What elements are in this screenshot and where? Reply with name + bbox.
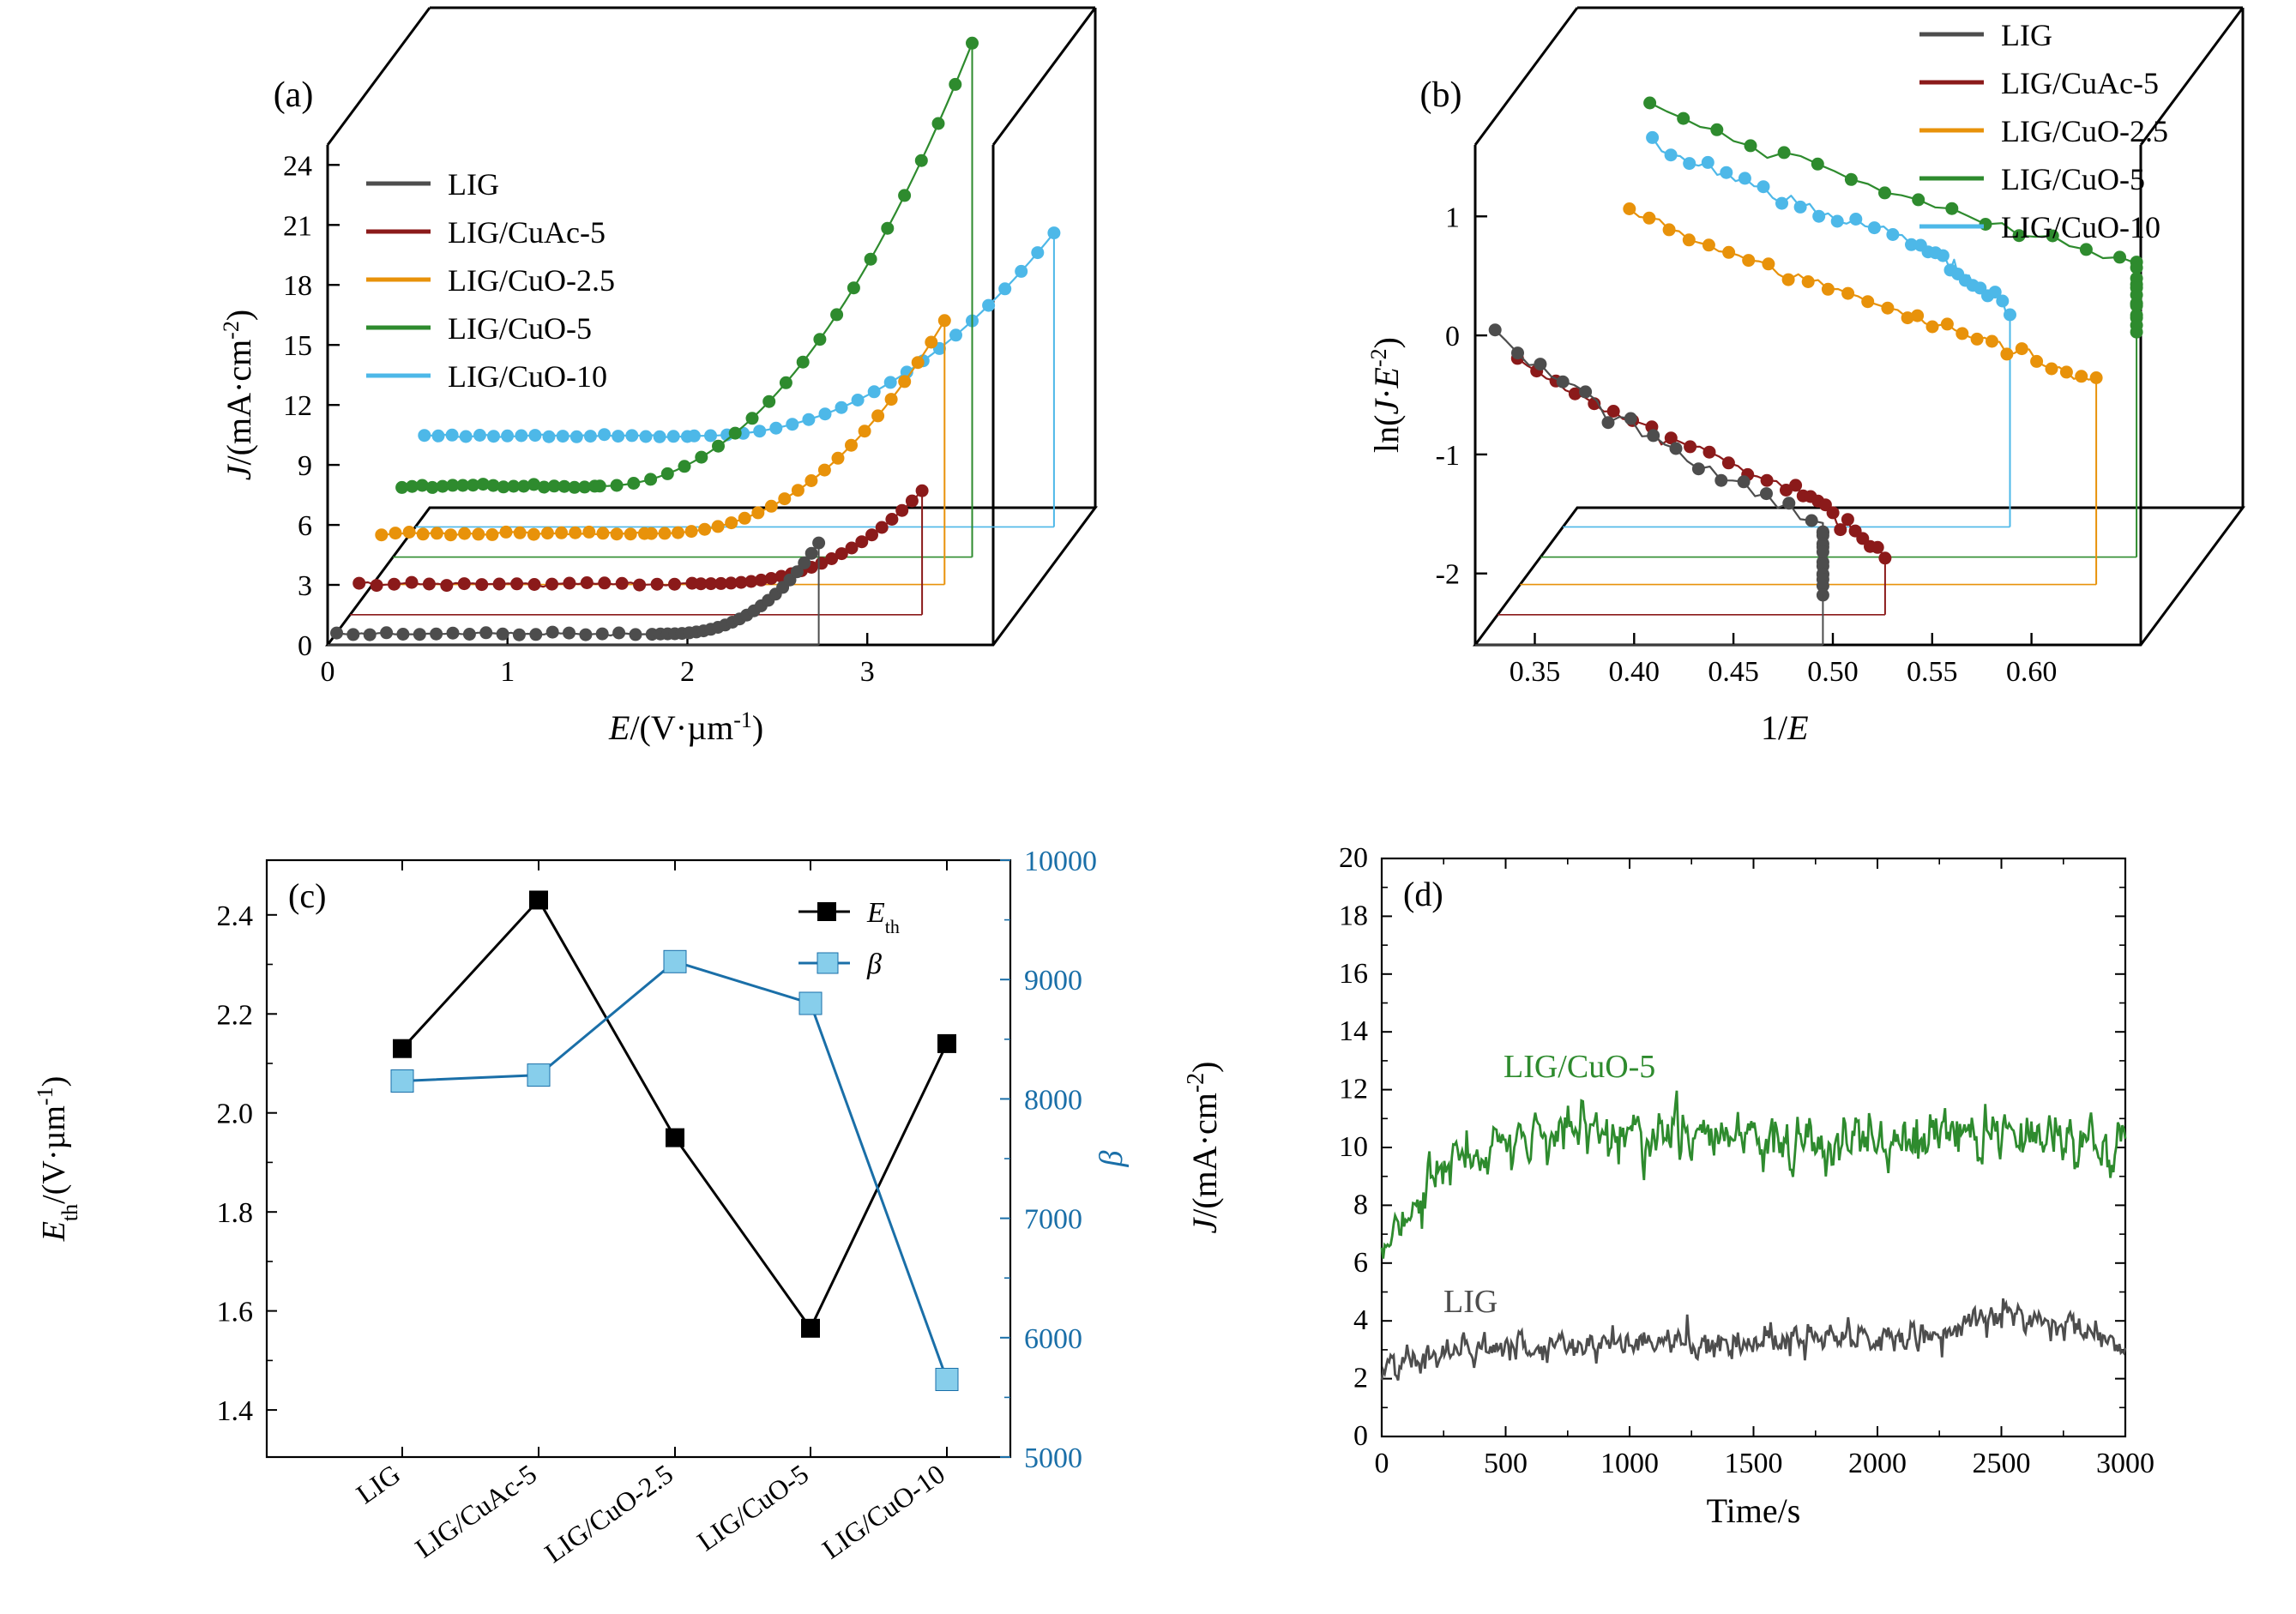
svg-text:E/(V·µm-1): E/(V·µm-1): [608, 708, 763, 748]
svg-text:LIG/CuO-10: LIG/CuO-10: [817, 1458, 950, 1564]
svg-text:9000: 9000: [1024, 965, 1082, 997]
svg-text:0: 0: [1375, 1448, 1389, 1479]
svg-text:LIG/CuAc-5: LIG/CuAc-5: [409, 1458, 542, 1563]
svg-text:1.8: 1.8: [217, 1197, 254, 1229]
svg-text:3: 3: [860, 656, 875, 688]
svg-text:1: 1: [1445, 202, 1460, 233]
svg-text:2500: 2500: [1973, 1448, 2031, 1479]
svg-text:Time/s: Time/s: [1707, 1491, 1801, 1530]
svg-text:2.4: 2.4: [217, 900, 254, 932]
svg-text:15: 15: [283, 330, 312, 362]
svg-text:0.50: 0.50: [1807, 656, 1859, 688]
svg-text:LIG: LIG: [1443, 1284, 1498, 1320]
svg-text:10: 10: [1339, 1131, 1368, 1163]
svg-text:0: 0: [1353, 1420, 1368, 1452]
svg-text:LIG/CuO-5: LIG/CuO-5: [448, 311, 592, 346]
svg-text:LIG/CuO-5: LIG/CuO-5: [1504, 1049, 1655, 1085]
svg-text:6: 6: [298, 510, 312, 542]
svg-text:14: 14: [1339, 1015, 1368, 1047]
svg-text:3000: 3000: [2096, 1448, 2154, 1479]
svg-text:LIG/CuO-10: LIG/CuO-10: [2001, 210, 2160, 244]
svg-text:-1: -1: [1436, 440, 1460, 472]
svg-text:-2: -2: [1436, 559, 1460, 591]
svg-text:500: 500: [1484, 1448, 1528, 1479]
svg-text:J/(mA·cm-2): J/(mA·cm-2): [219, 310, 259, 480]
svg-text:12: 12: [283, 390, 312, 422]
svg-text:ln(J·E-2): ln(J·E-2): [1366, 337, 1407, 453]
svg-text:21: 21: [283, 210, 312, 242]
svg-text:9: 9: [298, 450, 312, 482]
svg-text:2.2: 2.2: [217, 999, 254, 1031]
svg-text:Eth/(V·µm-1): Eth/(V·µm-1): [33, 1076, 82, 1243]
svg-text:1000: 1000: [1600, 1448, 1659, 1479]
svg-text:20: 20: [1339, 842, 1368, 874]
svg-text:2.0: 2.0: [217, 1099, 254, 1130]
svg-text:LIG: LIG: [351, 1458, 406, 1509]
svg-text:LIG: LIG: [448, 167, 499, 202]
svg-text:12: 12: [1339, 1074, 1368, 1105]
svg-text:18: 18: [1339, 900, 1368, 931]
svg-text:LIG/CuAc-5: LIG/CuAc-5: [2001, 66, 2159, 100]
svg-text:24: 24: [283, 150, 312, 182]
svg-text:1.6: 1.6: [217, 1297, 254, 1328]
svg-text:LIG/CuO-5: LIG/CuO-5: [691, 1458, 814, 1557]
svg-text:7000: 7000: [1024, 1204, 1082, 1236]
svg-text:0.35: 0.35: [1510, 656, 1561, 688]
svg-text:2000: 2000: [1848, 1448, 1907, 1479]
svg-text:LIG/CuO-2.5: LIG/CuO-2.5: [539, 1458, 678, 1569]
svg-text:LIG/CuO-5: LIG/CuO-5: [2001, 162, 2145, 196]
svg-text:β: β: [866, 949, 882, 980]
svg-text:LIG/CuO-10: LIG/CuO-10: [448, 359, 607, 394]
svg-text:LIG/CuO-2.5: LIG/CuO-2.5: [448, 263, 615, 298]
svg-text:1/E: 1/E: [1761, 708, 1809, 747]
svg-text:Eth: Eth: [866, 897, 900, 937]
svg-text:(d): (d): [1403, 875, 1443, 913]
svg-text:10000: 10000: [1024, 846, 1097, 877]
svg-text:0: 0: [321, 656, 335, 688]
svg-text:3: 3: [298, 570, 312, 602]
svg-text:6000: 6000: [1024, 1323, 1082, 1355]
svg-text:1: 1: [500, 656, 515, 688]
svg-text:(b): (b): [1420, 75, 1462, 115]
svg-text:5000: 5000: [1024, 1442, 1082, 1474]
svg-text:0.40: 0.40: [1609, 656, 1660, 688]
svg-text:J/(mA·cm-2): J/(mA·cm-2): [1183, 1061, 1225, 1233]
svg-text:0: 0: [1445, 321, 1460, 352]
svg-text:6: 6: [1353, 1247, 1368, 1279]
svg-text:β: β: [1094, 1150, 1130, 1167]
svg-text:8000: 8000: [1024, 1084, 1082, 1116]
svg-text:(a): (a): [274, 75, 314, 115]
svg-text:1500: 1500: [1725, 1448, 1783, 1479]
svg-text:0.60: 0.60: [2006, 656, 2058, 688]
svg-text:(c): (c): [288, 876, 326, 915]
svg-text:4: 4: [1353, 1304, 1368, 1336]
svg-text:LIG: LIG: [2001, 18, 2052, 52]
svg-text:0.45: 0.45: [1708, 656, 1759, 688]
svg-text:8: 8: [1353, 1189, 1368, 1220]
svg-text:0: 0: [298, 630, 312, 662]
svg-text:16: 16: [1339, 958, 1368, 990]
svg-text:18: 18: [283, 270, 312, 302]
svg-text:LIG/CuAc-5: LIG/CuAc-5: [448, 215, 606, 250]
svg-text:2: 2: [1353, 1363, 1368, 1394]
svg-text:1.4: 1.4: [217, 1395, 254, 1427]
svg-text:LIG/CuO-2.5: LIG/CuO-2.5: [2001, 114, 2168, 148]
svg-text:0.55: 0.55: [1907, 656, 1958, 688]
svg-text:2: 2: [680, 656, 695, 688]
